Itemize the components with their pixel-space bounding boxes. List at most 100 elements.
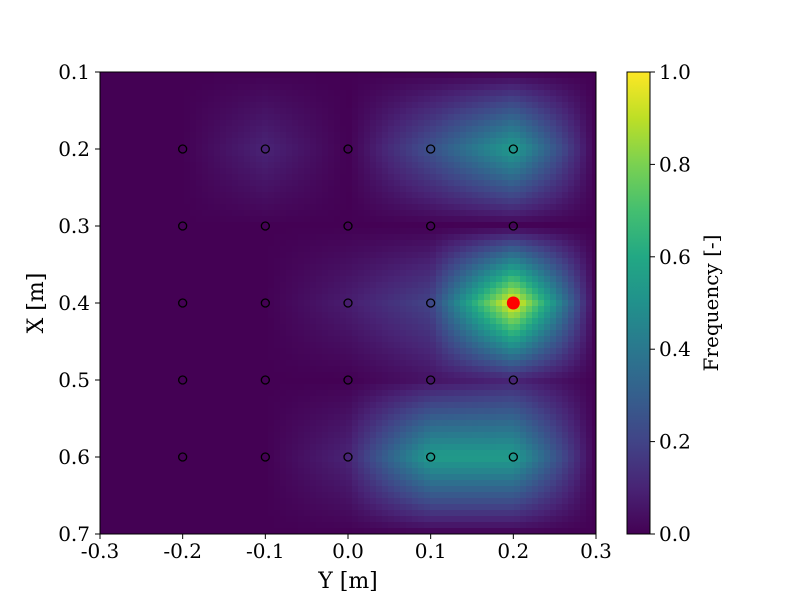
heat-cell	[142, 90, 149, 97]
heat-cell	[226, 294, 233, 301]
heat-cell	[232, 102, 239, 109]
heat-cell	[184, 234, 191, 241]
heat-cell	[220, 378, 227, 385]
heat-cell	[562, 306, 569, 313]
heat-cell	[106, 180, 113, 187]
heat-cell	[520, 366, 527, 373]
heat-cell	[562, 426, 569, 433]
heat-cell	[274, 324, 281, 331]
heat-cell	[406, 420, 413, 427]
heat-cell	[550, 78, 557, 85]
heat-cell	[394, 96, 401, 103]
heat-cell	[214, 264, 221, 271]
heat-cell	[190, 282, 197, 289]
heat-cell	[172, 90, 179, 97]
heat-cell	[376, 78, 383, 85]
heat-cell	[262, 414, 269, 421]
heat-cell	[136, 270, 143, 277]
heat-cell	[520, 240, 527, 247]
heat-cell	[478, 336, 485, 343]
heat-cell	[532, 234, 539, 241]
heat-cell	[358, 150, 365, 157]
heat-cell	[112, 174, 119, 181]
heat-cell	[550, 210, 557, 217]
heat-cell	[196, 204, 203, 211]
heat-cell	[292, 396, 299, 403]
heat-cell	[100, 336, 107, 343]
heat-cell	[334, 192, 341, 199]
heat-cell	[142, 264, 149, 271]
heat-cell	[304, 216, 311, 223]
heat-cell	[478, 408, 485, 415]
heat-cell	[232, 312, 239, 319]
heat-cell	[418, 312, 425, 319]
heat-cell	[568, 366, 575, 373]
heat-cell	[208, 264, 215, 271]
heat-cell	[376, 300, 383, 307]
heat-cell	[172, 162, 179, 169]
heat-cell	[346, 240, 353, 247]
heat-cell	[484, 414, 491, 421]
heat-cell	[340, 306, 347, 313]
heat-cell	[292, 114, 299, 121]
heat-cell	[442, 330, 449, 337]
heat-cell	[196, 432, 203, 439]
heat-cell	[292, 120, 299, 127]
heat-cell	[202, 162, 209, 169]
heat-cell	[250, 336, 257, 343]
heat-cell	[400, 402, 407, 409]
heat-cell	[142, 120, 149, 127]
heat-cell	[304, 342, 311, 349]
heat-cell	[328, 156, 335, 163]
heat-cell	[328, 348, 335, 355]
heat-cell	[358, 228, 365, 235]
heat-cell	[262, 78, 269, 85]
heat-cell	[124, 174, 131, 181]
heat-cell	[136, 192, 143, 199]
heat-cell	[346, 384, 353, 391]
heat-cell	[346, 402, 353, 409]
heat-cell	[256, 306, 263, 313]
heat-cell	[508, 240, 515, 247]
heat-cell	[388, 168, 395, 175]
heat-cell	[352, 282, 359, 289]
heat-cell	[316, 132, 323, 139]
heat-cell	[556, 288, 563, 295]
heat-cell	[388, 180, 395, 187]
heat-cell	[526, 300, 533, 307]
heat-cell	[460, 126, 467, 133]
heat-cell	[268, 156, 275, 163]
heat-cell	[238, 228, 245, 235]
heat-cell	[304, 138, 311, 145]
heat-cell	[106, 156, 113, 163]
heat-cell	[388, 282, 395, 289]
heat-cell	[496, 102, 503, 109]
heat-cell	[292, 270, 299, 277]
heat-cell	[370, 120, 377, 127]
heat-cell	[394, 330, 401, 337]
heat-cell	[172, 72, 179, 79]
heat-cell	[508, 288, 515, 295]
heat-cell	[550, 396, 557, 403]
heat-cell	[412, 240, 419, 247]
heat-cell	[328, 174, 335, 181]
heat-cell	[136, 306, 143, 313]
heat-cell	[106, 84, 113, 91]
heat-cell	[364, 300, 371, 307]
heat-cell	[556, 216, 563, 223]
heat-cell	[136, 228, 143, 235]
heat-cell	[316, 162, 323, 169]
heat-cell	[310, 96, 317, 103]
heat-cell	[112, 114, 119, 121]
heat-cell	[442, 102, 449, 109]
heat-cell	[388, 396, 395, 403]
heat-cell	[274, 306, 281, 313]
heat-cell	[490, 312, 497, 319]
heat-cell	[160, 306, 167, 313]
heat-cell	[484, 426, 491, 433]
heat-cell	[502, 282, 509, 289]
heat-cell	[436, 396, 443, 403]
heat-cell	[160, 360, 167, 367]
heat-cell	[214, 120, 221, 127]
heat-cell	[400, 258, 407, 265]
